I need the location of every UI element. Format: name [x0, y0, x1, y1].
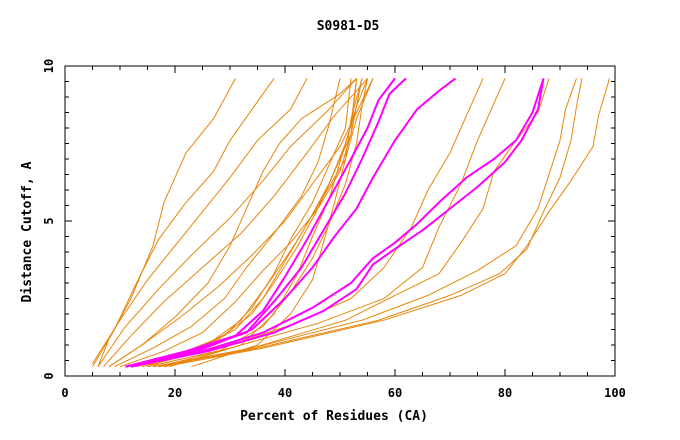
series-line-highlight-4	[130, 78, 545, 368]
series-line-model-19	[158, 78, 583, 368]
y-tick-label-10: 10	[42, 59, 56, 73]
series-line-model-02	[92, 78, 275, 367]
y-tick-label-5: 5	[42, 217, 56, 224]
series-line-model-16	[147, 78, 506, 368]
series-line-model-07	[119, 78, 357, 368]
series-line-model-20	[163, 78, 610, 368]
x-tick-label-40: 40	[278, 386, 292, 400]
x-tick-label-80: 80	[498, 386, 512, 400]
x-tick-label-60: 60	[388, 386, 402, 400]
series-line-model-13	[169, 78, 357, 368]
series-line-model-09	[136, 78, 352, 368]
series-line-model-17	[152, 78, 550, 368]
series-line-highlight-3	[125, 77, 457, 368]
series-line-model-18	[152, 78, 577, 368]
x-tick-label-20: 20	[168, 386, 182, 400]
x-tick-label-0: 0	[61, 386, 68, 400]
series-layer	[92, 77, 610, 368]
series-line-model-21	[108, 78, 357, 368]
series-line-model-04	[97, 78, 357, 367]
series-line-model-22	[114, 78, 341, 368]
series-line-model-05	[103, 78, 368, 368]
series-line-highlight-5	[130, 78, 545, 368]
chart-title: S0981-D5	[317, 19, 380, 34]
series-line-model-06	[108, 78, 374, 368]
series-line-model-11	[147, 78, 374, 368]
series-line-highlight-1	[125, 77, 396, 368]
series-line-model-03	[92, 78, 308, 364]
x-axis-label: Percent of Residues (CA)	[240, 409, 428, 424]
y-axis-label: Distance Cutoff, A	[20, 161, 35, 302]
tick-layer: 0 20 40 60 80 100 0 5 10	[42, 59, 626, 400]
x-tick-label-100: 100	[604, 386, 626, 400]
y-tick-label-0: 0	[42, 372, 56, 379]
